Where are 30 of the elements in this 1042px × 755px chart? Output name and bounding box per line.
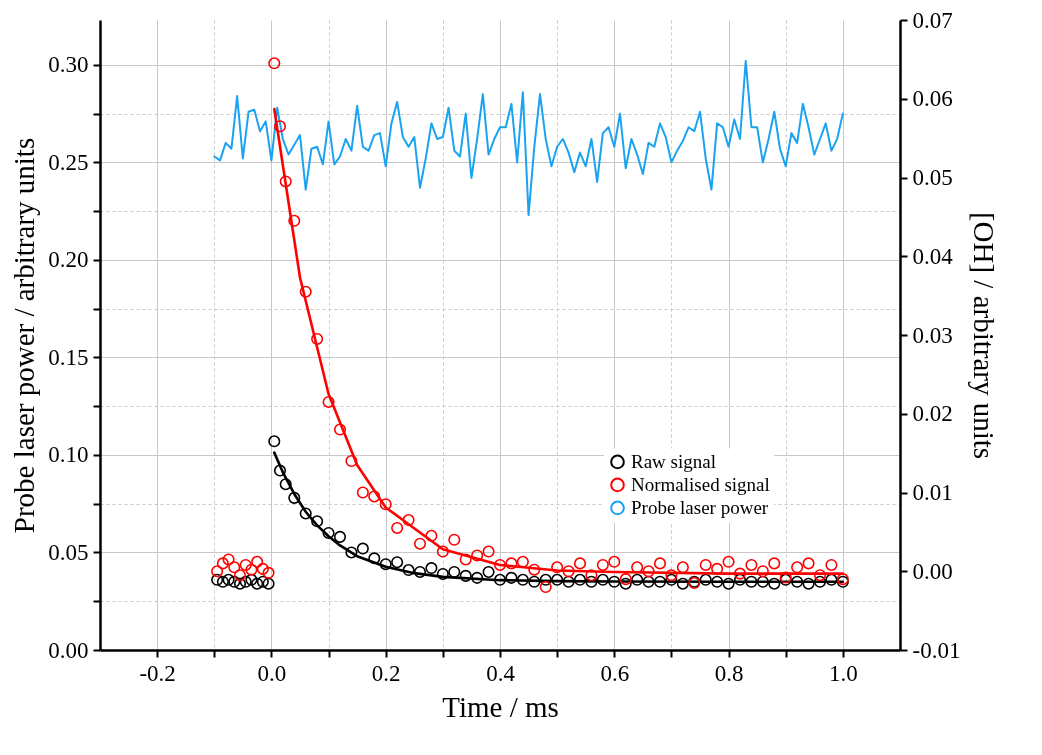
y-tick-label: 0.25 bbox=[48, 149, 89, 175]
x-tick-label: 0.6 bbox=[600, 660, 630, 686]
y2-tick-label: 0.06 bbox=[912, 86, 953, 112]
y2-tick-label: -0.01 bbox=[912, 637, 961, 663]
legend-label: Probe laser power bbox=[631, 496, 769, 518]
y-tick-label: 0.00 bbox=[48, 637, 89, 663]
y-tick-label: 0.05 bbox=[48, 539, 89, 565]
y-tick-label: 0.20 bbox=[48, 247, 89, 273]
y-tick-label: 0.30 bbox=[48, 52, 89, 78]
x-tick-label: 0.0 bbox=[257, 660, 287, 686]
y-axis-title: Probe laser power / arbitrary units bbox=[8, 137, 41, 534]
y-tick-label: 0.10 bbox=[48, 442, 89, 468]
line-series bbox=[213, 59, 844, 217]
y2-tick-label: 0.00 bbox=[912, 558, 953, 584]
y2-tick-label: 0.01 bbox=[912, 480, 953, 505]
x-tick-label: 0.2 bbox=[371, 660, 401, 686]
y2-tick-label: 0.04 bbox=[912, 243, 954, 269]
y2-tick-label: 0.03 bbox=[912, 322, 953, 348]
y2-tick-label: 0.05 bbox=[912, 165, 953, 190]
y2-tick-label: 0.02 bbox=[912, 401, 953, 427]
y2-tick-label: 0.07 bbox=[912, 7, 953, 33]
x-axis-title: Time / ms bbox=[442, 690, 559, 723]
x-tick-label: 0.8 bbox=[714, 660, 744, 686]
x-tick-label: 1.0 bbox=[828, 660, 858, 686]
legend-label: Raw signal bbox=[631, 450, 716, 472]
x-tick-label: 0.4 bbox=[486, 660, 516, 686]
x-tick-label: -0.2 bbox=[139, 660, 176, 686]
legend-label: Normalised signal bbox=[631, 473, 770, 495]
y-tick-label: 0.15 bbox=[48, 344, 89, 370]
y2-axis-title: [OH] / arbitrary units bbox=[968, 211, 1001, 460]
